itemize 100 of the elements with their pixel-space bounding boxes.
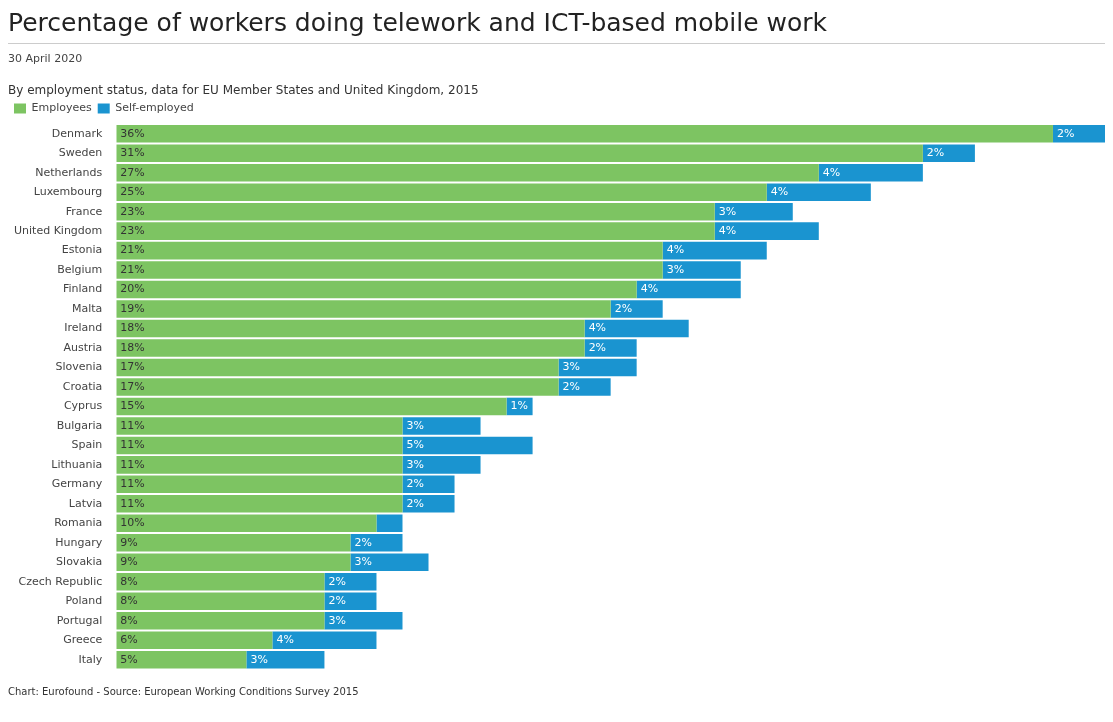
- bar: [116, 319, 585, 338]
- data-label: 2%: [614, 301, 633, 315]
- data-label: 3%: [406, 457, 424, 471]
- data-label: 3%: [562, 360, 581, 374]
- bar: [116, 611, 325, 630]
- bar: [714, 202, 793, 221]
- bar: [584, 319, 689, 338]
- bar: [116, 163, 819, 182]
- bar: [116, 183, 767, 201]
- data-label: 6%: [120, 633, 138, 647]
- data-label: 5%: [120, 652, 138, 666]
- bar: [1052, 124, 1105, 143]
- y-tick-label: Malta: [71, 301, 103, 315]
- bar: [116, 631, 273, 649]
- data-label: 3%: [406, 418, 424, 432]
- data-label: 36%: [120, 126, 145, 140]
- legend-label: Employees: [31, 101, 92, 115]
- data-label: 4%: [666, 243, 685, 257]
- bar: [116, 514, 377, 533]
- data-label: 23%: [120, 223, 145, 237]
- y-tick-label: Germany: [51, 477, 103, 491]
- y-tick-label: Slovakia: [56, 555, 103, 569]
- bar: [558, 358, 637, 377]
- bar: [402, 495, 455, 513]
- data-label: 2%: [354, 535, 372, 549]
- data-label: 2%: [1056, 126, 1075, 140]
- y-tick-label: United Kingdom: [13, 223, 103, 237]
- data-label: 11%: [120, 418, 145, 432]
- bar: [818, 163, 923, 182]
- data-label: 11%: [120, 438, 145, 452]
- bar: [116, 534, 351, 552]
- y-tick-label: Belgium: [57, 262, 103, 276]
- y-tick-label: Portugal: [56, 613, 103, 627]
- data-label: 2%: [926, 146, 945, 160]
- y-tick-label: Cyprus: [63, 399, 103, 413]
- data-label: 20%: [120, 282, 145, 296]
- data-label: 17%: [120, 379, 145, 393]
- y-tick-label: Austria: [63, 340, 103, 354]
- data-label: 3%: [666, 262, 685, 276]
- bar: [662, 241, 767, 260]
- chart-subtitle: By employment status, data for EU Member States and United Kingdom, 2015: [8, 83, 480, 97]
- data-label: 11%: [120, 457, 145, 471]
- data-label: 15%: [120, 399, 145, 413]
- data-label: 2%: [588, 340, 607, 354]
- bar: [116, 222, 715, 240]
- text: 30 April 2020: [8, 52, 84, 65]
- y-tick-label: Hungary: [55, 535, 103, 549]
- bar: [116, 300, 611, 318]
- data-label: 3%: [250, 652, 268, 666]
- data-label: 11%: [120, 477, 145, 491]
- bar: [116, 436, 403, 455]
- data-label: 9%: [120, 555, 138, 569]
- bar: [402, 417, 481, 435]
- data-label: 21%: [120, 243, 145, 257]
- bar: [116, 650, 247, 669]
- y-tick-label: Lithuania: [51, 457, 103, 471]
- data-label: 5%: [406, 438, 424, 452]
- data-label: 2%: [328, 594, 346, 608]
- data-label: 2%: [562, 379, 581, 393]
- y-tick-label: Croatia: [62, 379, 103, 393]
- bar: [350, 553, 429, 572]
- bar: [402, 475, 455, 494]
- data-label: 2%: [406, 477, 424, 491]
- bar: [584, 339, 637, 357]
- bar: [116, 280, 637, 299]
- data-label: 31%: [120, 146, 145, 160]
- data-label: 4%: [588, 321, 607, 335]
- data-label: 2%: [328, 574, 346, 588]
- data-label: 11%: [120, 496, 145, 510]
- bar: [402, 456, 481, 474]
- bar: [766, 183, 871, 201]
- y-tick-label: Netherlands: [35, 165, 103, 179]
- data-label: 9%: [120, 535, 138, 549]
- bar: [246, 650, 325, 669]
- y-tick-label: Luxembourg: [33, 185, 103, 199]
- bar: [116, 261, 663, 279]
- chart-title: Percentage of workers doing telework and ICT-based mobile work: [8, 8, 1105, 44]
- y-tick-label: Sweden: [58, 146, 103, 160]
- data-label: 8%: [120, 594, 138, 608]
- data-label: 8%: [120, 574, 138, 588]
- y-tick-label: France: [65, 204, 103, 218]
- y-tick-label: Latvia: [68, 496, 103, 510]
- y-tick-label: Romania: [54, 516, 103, 530]
- bar: [402, 436, 533, 455]
- data-label: 4%: [718, 223, 737, 237]
- y-tick-label: Slovenia: [55, 360, 103, 374]
- y-tick-label: Czech Republic: [18, 574, 103, 588]
- bar: [116, 358, 559, 377]
- bar: [376, 514, 403, 533]
- data-label: 4%: [640, 282, 659, 296]
- data-label: 2%: [406, 496, 424, 510]
- data-label: 3%: [354, 555, 372, 569]
- bar: [350, 534, 403, 552]
- data-label: 19%: [120, 301, 145, 315]
- y-tick-label: Greece: [63, 633, 103, 647]
- data-label: 18%: [120, 340, 145, 354]
- data-label: 18%: [120, 321, 145, 335]
- data-label: 3%: [718, 204, 737, 218]
- data-label: 4%: [822, 165, 841, 179]
- y-tick-label: Estonia: [61, 243, 103, 257]
